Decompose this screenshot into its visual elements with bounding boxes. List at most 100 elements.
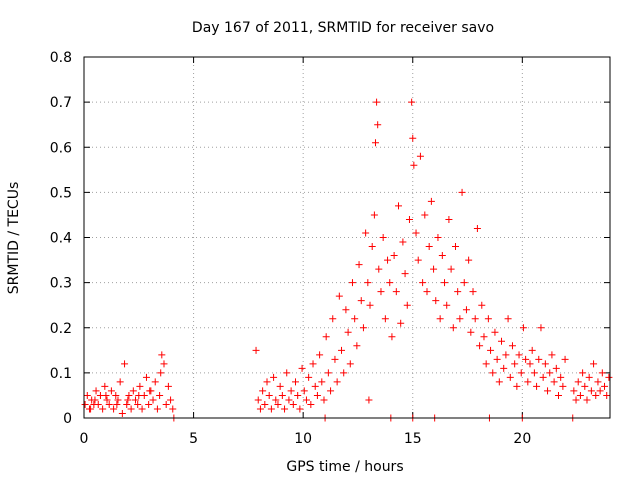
data-point [316,351,324,359]
data-point [423,288,431,296]
data-point [469,288,477,296]
data-point [570,387,578,395]
data-point [134,400,142,408]
data-point [320,396,328,404]
data-point [384,256,392,264]
y-axis-label: SRMTID / TECUs [6,182,22,295]
data-point [83,391,91,399]
data-point [438,252,446,260]
data-point [585,373,593,381]
y-tick-label: 0.1 [50,366,72,382]
data-point [142,373,150,381]
data-point [375,265,383,273]
data-point [365,396,373,404]
data-point [596,387,604,395]
data-point [366,301,374,309]
data-point [300,387,308,395]
y-tick-label: 0.5 [50,185,72,201]
data-point [259,387,267,395]
data-point [506,373,514,381]
data-point [443,301,451,309]
data-point [101,382,109,390]
axis-ticks: 0 0.1 0.2 0.3 0.4 0.5 0.6 0.7 0.8 0 5 10 15 20 [50,50,610,447]
y-tick-label: 0.7 [50,95,72,111]
y-tick-label: 0.6 [50,140,72,156]
data-point [432,297,440,305]
data-point [524,378,532,386]
data-point [362,229,370,237]
data-point [125,391,133,399]
data-point [309,360,317,368]
data-point [156,391,164,399]
data-point [445,215,453,223]
data-point [267,405,275,413]
data-point [351,315,359,323]
data-point [447,265,455,273]
data-point [513,382,521,390]
data-point [318,378,326,386]
data-point [276,382,284,390]
data-point [535,355,543,363]
grid [84,57,610,418]
data-point [289,400,297,408]
data-point [478,301,486,309]
data-point [145,400,153,408]
y-tick-label: 0 [63,411,72,427]
data-point [333,378,341,386]
data-point [160,360,168,368]
data-point [136,382,144,390]
data-point [364,279,372,287]
data-point [256,405,264,413]
data-point [454,288,462,296]
data-point [296,405,304,413]
data-point [491,328,499,336]
data-point [348,279,356,287]
data-point [427,197,435,205]
data-point [574,378,582,386]
plot-frame [83,56,611,419]
data-point [338,346,346,354]
data-point [456,315,464,323]
data-point [335,292,343,300]
data-point [498,337,506,345]
data-point [557,373,565,381]
data-point [517,369,525,377]
data-point [392,288,400,296]
data-point [110,405,118,413]
data-point [476,342,484,350]
data-point [559,382,567,390]
data-point [502,351,510,359]
data-point [167,396,175,404]
data-point [113,400,121,408]
x-tick-label: 20 [513,431,531,447]
data-point [434,234,442,241]
data-point [294,391,302,399]
data-point [405,215,413,223]
data-point [355,261,363,269]
data-point [374,121,382,129]
data-point [138,405,146,413]
data-point [274,400,282,408]
data-point [254,396,262,404]
data-point [157,369,165,377]
data-point [409,134,417,142]
data-point [511,360,519,368]
data-point [342,306,350,314]
y-tick-label: 0.2 [50,321,72,337]
data-point [124,396,132,404]
data-point [537,324,545,332]
data-point [278,391,286,399]
data-point [146,387,154,395]
x-tick-label: 0 [80,431,89,447]
data-point [522,355,530,363]
data-point [541,360,549,368]
data-point [353,342,361,350]
data-point [598,369,606,377]
data-point [401,270,409,278]
data-point [305,373,313,381]
data-point [550,378,558,386]
data-point [381,315,389,323]
x-axis-label: GPS time / hours [286,459,403,475]
data-point [368,243,376,251]
data-point [373,98,381,106]
